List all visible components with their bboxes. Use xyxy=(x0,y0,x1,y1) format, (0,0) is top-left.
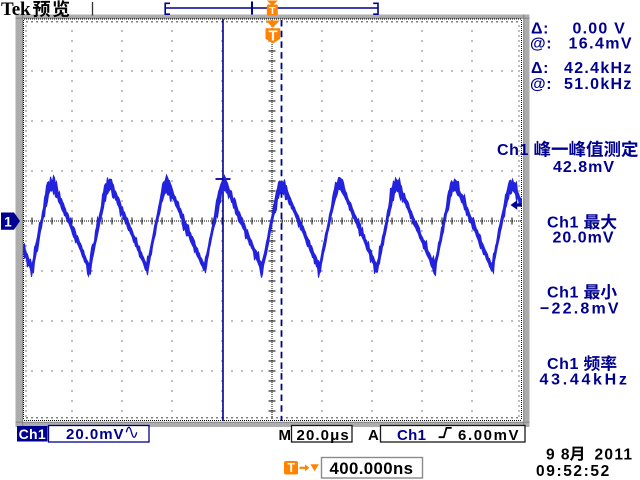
svg-text:@:: @: xyxy=(530,76,552,93)
svg-text:A: A xyxy=(368,427,379,444)
svg-text:T: T xyxy=(287,461,295,475)
svg-text:Δ:: Δ: xyxy=(531,21,549,38)
svg-text:Δ:: Δ: xyxy=(531,60,549,77)
svg-text:Ch1: Ch1 xyxy=(547,285,579,302)
svg-text:@:: @: xyxy=(530,36,552,53)
svg-text:Ch1: Ch1 xyxy=(547,215,579,232)
svg-text:Ch1: Ch1 xyxy=(19,426,46,442)
svg-text:0.00 V: 0.00 V xyxy=(573,21,626,38)
svg-text:T: T xyxy=(269,5,276,17)
svg-text:20.0mV: 20.0mV xyxy=(66,426,125,443)
svg-text:Ch1: Ch1 xyxy=(547,356,579,373)
svg-text:T: T xyxy=(268,28,277,45)
svg-text:Ch1: Ch1 xyxy=(497,142,529,159)
svg-text:Ch1: Ch1 xyxy=(397,427,426,444)
svg-text:400.000ns: 400.000ns xyxy=(330,459,414,478)
svg-text:51.0kHz: 51.0kHz xyxy=(564,76,633,93)
svg-text:16.4mV: 16.4mV xyxy=(569,36,633,53)
svg-text:42.4kHz: 42.4kHz xyxy=(564,60,633,77)
svg-text:9 8: 9 8 xyxy=(546,447,571,464)
svg-text:20.0μs: 20.0μs xyxy=(297,427,350,444)
svg-text:M: M xyxy=(279,427,292,444)
svg-text:6.00mV: 6.00mV xyxy=(458,427,520,444)
svg-text:43.44kHz: 43.44kHz xyxy=(540,372,630,389)
svg-text:1: 1 xyxy=(4,215,12,230)
svg-text:20.0mV: 20.0mV xyxy=(553,230,615,247)
svg-text:−22.8mV: −22.8mV xyxy=(540,301,621,318)
svg-text:42.8mV: 42.8mV xyxy=(553,159,615,176)
svg-text:Tek: Tek xyxy=(1,0,31,20)
svg-text:2011: 2011 xyxy=(595,447,634,464)
svg-text:09:52:52: 09:52:52 xyxy=(536,463,611,480)
